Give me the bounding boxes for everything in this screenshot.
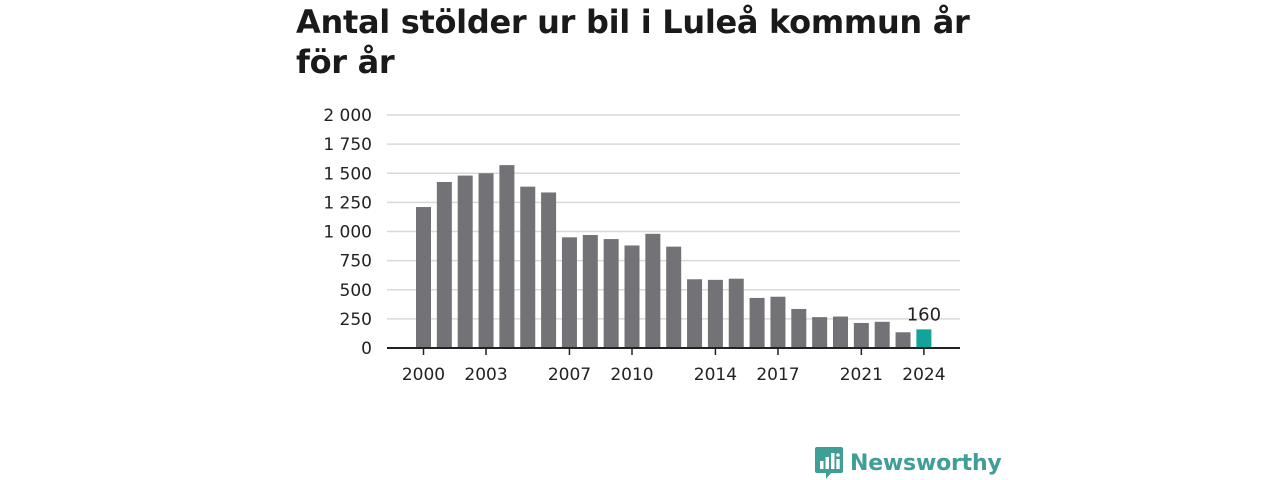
bar-2022	[874, 321, 890, 348]
bar-2017	[770, 296, 786, 348]
bar-2015	[728, 278, 744, 348]
bars	[416, 165, 932, 348]
data-labels: 160	[907, 304, 941, 325]
bar-2002	[457, 175, 473, 348]
bar-2008	[582, 234, 598, 348]
bar-2012	[666, 246, 682, 348]
x-axis-labels: 2000 2003 2007 2010 2014 2017 2021 2024	[402, 365, 946, 385]
newsworthy-logo-icon	[815, 447, 843, 479]
y-tick-label: 2 000	[323, 106, 372, 126]
y-tick-label: 1 500	[323, 164, 372, 184]
x-tick-label: 2000	[402, 365, 445, 385]
bar-2000	[416, 207, 431, 348]
bar-2003	[478, 173, 494, 348]
x-axis-ticks	[422, 348, 925, 355]
y-axis-labels: 0 250 500 750 1 000 1 250 1 500 1 750 2 000	[323, 106, 372, 359]
y-tick-label: 1 250	[323, 193, 372, 213]
bar-2007	[561, 237, 577, 348]
x-tick-label: 2003	[464, 365, 507, 385]
y-tick-label: 500	[340, 281, 372, 301]
bar-2005	[520, 186, 536, 348]
bar-2016	[749, 297, 765, 348]
bar-2020	[833, 316, 848, 348]
bar-2018	[791, 308, 807, 348]
x-tick-label: 2024	[902, 365, 945, 385]
data-label-2024: 160	[907, 304, 941, 325]
bar-2006	[541, 192, 557, 348]
chart-title: Antal stölder ur bil i Luleå kommun år f…	[296, 3, 970, 81]
bar-2019	[812, 317, 828, 348]
bar-2009	[603, 239, 619, 348]
x-tick-label: 2017	[756, 365, 799, 385]
y-tick-label: 250	[340, 310, 372, 330]
bar-2023	[895, 332, 911, 348]
brand-logo: Newsworthy	[814, 446, 1002, 480]
bar-2010	[624, 245, 640, 348]
bar-2004	[499, 165, 515, 348]
brand-name: Newsworthy	[850, 450, 1002, 476]
x-tick-label: 2021	[840, 365, 883, 385]
bar-2011	[645, 233, 661, 348]
bar-2014	[707, 279, 723, 348]
x-tick-label: 2010	[610, 365, 653, 385]
x-tick-label: 2007	[548, 365, 591, 385]
bar-2024	[916, 329, 932, 348]
y-tick-label: 1 750	[323, 135, 372, 155]
bar-2001	[436, 181, 452, 348]
y-tick-label: 1 000	[323, 223, 372, 243]
bar-2021	[853, 322, 869, 348]
y-tick-label: 750	[340, 252, 372, 272]
x-tick-label: 2014	[694, 365, 737, 385]
y-tick-label: 0	[361, 339, 372, 359]
bar-chart: 0 250 500 750 1 000 1 250 1 500 1 750 2 000 2000…	[323, 106, 960, 385]
bar-2013	[687, 279, 703, 348]
